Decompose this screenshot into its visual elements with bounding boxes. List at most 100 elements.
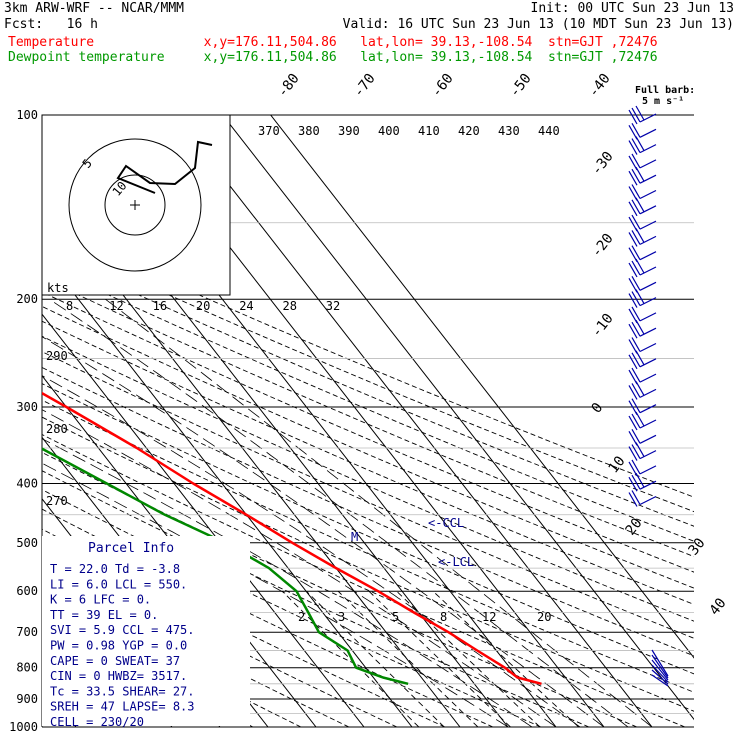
wind-barb [631, 321, 641, 337]
wind-barb [639, 312, 657, 322]
hodograph-speed-label: 28 [283, 299, 297, 313]
parcel-info-row: SREH = 47 LAPSE= 8.3 [50, 700, 195, 714]
mixing-ratio-label: 5 [392, 610, 399, 624]
wind-barb [635, 411, 645, 427]
pressure-tick-label: 800 [16, 661, 38, 675]
pressure-tick-label: 200 [16, 292, 38, 306]
isotherm-line [270, 115, 694, 659]
wind-barb [631, 383, 641, 398]
wind-barb [631, 214, 641, 230]
wind-barb [628, 415, 638, 431]
isotherm-label: -70 [351, 71, 379, 101]
wind-barb [631, 230, 641, 245]
init-time: Init: 00 UTC Sun 23 Jun 13 [530, 1, 735, 16]
wind-barb [639, 128, 657, 138]
ccl-marker: <-CCL [428, 516, 464, 530]
wind-barb [631, 245, 641, 260]
wind-barb [651, 659, 669, 681]
isotherm-line [174, 115, 653, 727]
wind-barb [639, 419, 657, 429]
wind-barb [628, 262, 638, 278]
wind-barb [631, 107, 641, 123]
pressure-tick-label: 100 [16, 108, 38, 122]
parcel-info-row: PW = 0.98 YGP = 0.0 [50, 639, 187, 653]
isotherm-label: -10 [589, 311, 617, 341]
wind-barb [631, 474, 641, 490]
wind-barb [639, 297, 657, 307]
isotherm-label: -80 [275, 71, 303, 101]
pressure-tick-label: 300 [16, 400, 38, 414]
wind-barb [639, 327, 657, 337]
wind-barb [639, 480, 657, 490]
wind-barb [639, 235, 657, 245]
wind-barb [628, 354, 638, 370]
hodograph-speed-label: 12 [109, 299, 123, 313]
wind-barb [628, 201, 638, 217]
dry-adiabat-label: 370 [258, 124, 280, 138]
wind-barb [631, 260, 641, 276]
wind-barb [628, 170, 638, 186]
moist-adiabat-line [105, 298, 653, 727]
wind-barb [651, 654, 669, 679]
wind-barb [631, 459, 641, 475]
temperature-profile [42, 391, 542, 686]
wind-barb [639, 205, 657, 215]
dry-adiabat-label: 380 [298, 124, 320, 138]
wind-barb [628, 140, 638, 155]
wind-barb [628, 109, 638, 125]
wind-barb [631, 184, 641, 199]
parcel-info-row: LI = 6.0 LCL = 550. [50, 577, 187, 591]
wind-barb [628, 446, 638, 461]
isotherm-label: -50 [507, 71, 535, 101]
wind-barb [631, 398, 641, 413]
wind-barb [628, 293, 638, 308]
pressure-tick-label: 1000 [9, 720, 38, 734]
parcel-info-row: Tc = 33.5 SHEAR= 27. [50, 684, 195, 698]
mixing-ratio-line [306, 590, 445, 727]
hodograph-ring [104, 174, 166, 236]
wind-barb [639, 465, 657, 475]
wind-barb [635, 442, 645, 457]
wind-barb [639, 266, 657, 276]
wind-barb [635, 289, 645, 304]
wind-barb [639, 220, 657, 230]
wind-barb [631, 199, 641, 215]
moist-adiabat-line [42, 375, 581, 727]
wind-barb [651, 674, 669, 687]
isotherm-label: -30 [589, 149, 617, 179]
hodograph-speed-label: 20 [196, 299, 210, 313]
parcel-info-row: TT = 39 EL = 0. [50, 608, 158, 622]
wind-barb [631, 306, 641, 322]
isotherm-label: 10 [606, 453, 629, 476]
hodograph-units: kts [47, 281, 69, 295]
wind-barb [628, 385, 638, 400]
wind-barb [631, 123, 641, 138]
wind-barb [639, 281, 657, 291]
pressure-tick-label: 600 [16, 584, 38, 598]
parcel-info-row: CIN = 0 HWBZ= 3517. [50, 669, 187, 683]
wind-barb [639, 144, 657, 154]
mixing-ratio-label: 3 [338, 610, 345, 624]
dry-adiabat-label: 440 [538, 124, 560, 138]
parcel-info-box [42, 536, 250, 726]
wind-barb [639, 189, 657, 200]
wind-barb [639, 404, 657, 414]
parcel-info-title: Parcel Info [88, 541, 174, 556]
temperature-legend: Temperature x,y=176.11,504.86 lat,lon= 3… [8, 35, 658, 50]
isotherm-line [42, 251, 413, 727]
hodograph-speed-label: 24 [239, 299, 253, 313]
wind-barb [631, 413, 641, 429]
dry-adiabat-label: 400 [378, 124, 400, 138]
wind-barb [631, 429, 641, 444]
wind-barb [639, 358, 657, 368]
barb-legend-units: 5 m s⁻¹ [642, 96, 684, 107]
dry-adiabat-label: 390 [338, 124, 360, 138]
wind-barb [651, 664, 669, 683]
wind-barb [631, 337, 641, 352]
forecast-hour: Fcst: 16 h [4, 17, 98, 32]
wind-barb [631, 367, 641, 383]
wind-barb [635, 136, 645, 151]
isotherm-label: -20 [589, 231, 617, 261]
dry-adiabat-label: 410 [418, 124, 440, 138]
wind-barb [635, 472, 645, 488]
